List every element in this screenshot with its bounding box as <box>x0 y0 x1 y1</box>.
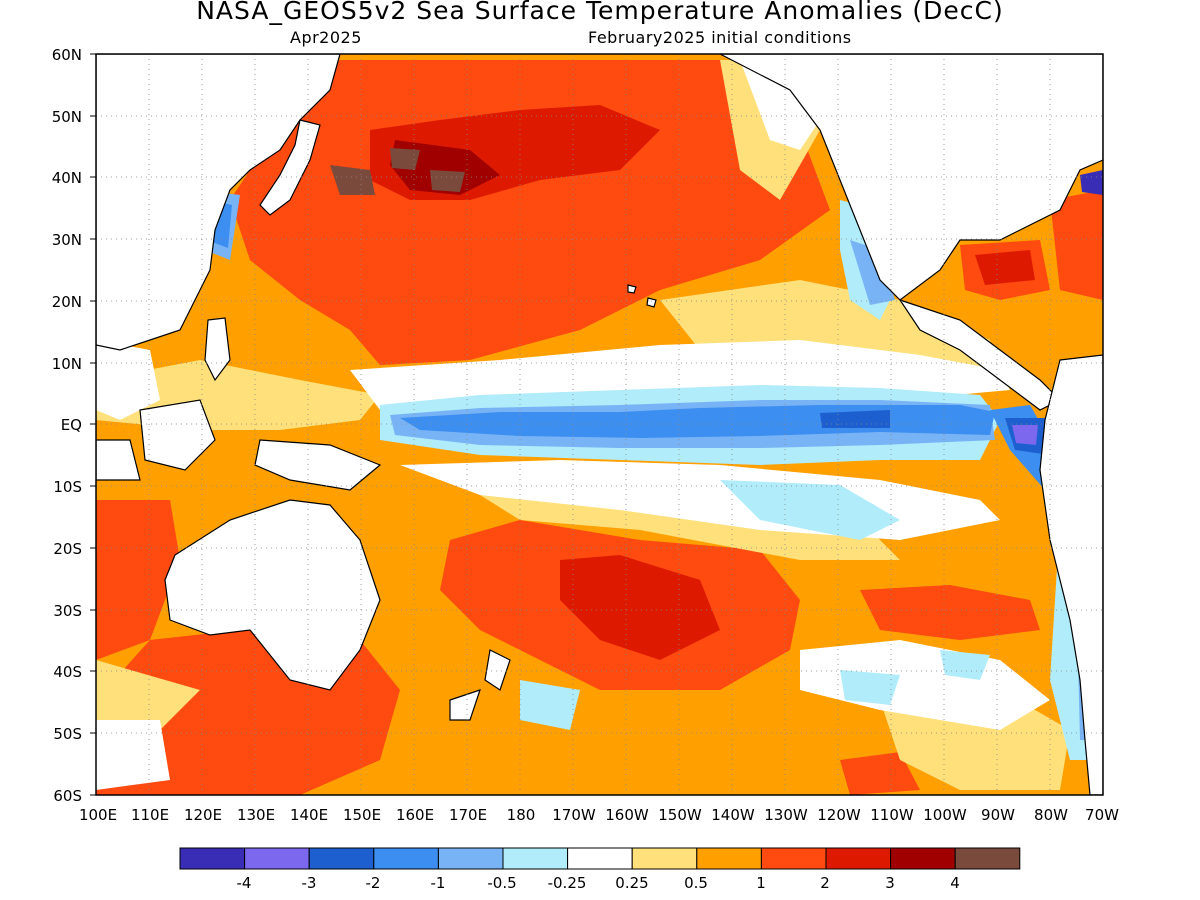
lat-tick-label: 50S <box>53 725 82 743</box>
map-title: NASA_GEOS5v2 Sea Surface Temperature Ano… <box>196 0 1004 25</box>
latitude-axis: 60N 50N 40N 30N 20N 10N EQ 10S 20S 30S 4… <box>52 46 96 805</box>
color-swatch <box>244 847 310 870</box>
lon-tick-label: 80W <box>1034 806 1068 824</box>
color-scale-legend: -4 -3 -2 -1 -0.5 -0.25 0.25 0.5 1 2 3 4 <box>179 847 1021 892</box>
lon-tick-label: 170E <box>449 806 487 824</box>
lon-tick-label: 110W <box>870 806 914 824</box>
lon-tick-label: 130E <box>237 806 275 824</box>
colorbar-label: 3 <box>885 874 895 892</box>
lat-tick-label: 20N <box>52 293 82 311</box>
lon-tick-label: 70W <box>1085 806 1119 824</box>
lat-tick-label: 10N <box>52 355 82 373</box>
lon-tick-label: 100E <box>79 806 117 824</box>
colorbar-label: 2 <box>820 874 830 892</box>
color-scale-swatches <box>179 847 1021 870</box>
lon-tick-label: 110E <box>131 806 169 824</box>
color-swatch <box>890 847 956 870</box>
lon-tick-label: 130W <box>764 806 808 824</box>
color-swatch <box>825 847 892 870</box>
color-swatch <box>696 847 762 870</box>
colorbar-label: -2 <box>366 874 381 892</box>
color-swatch <box>502 847 569 870</box>
lon-tick-label: 150W <box>658 806 702 824</box>
lat-tick-label: 30S <box>53 602 82 620</box>
lat-tick-label: 40N <box>52 169 82 187</box>
color-swatch <box>760 847 827 870</box>
lat-tick-label: EQ <box>61 416 82 434</box>
lat-tick-label: 40S <box>53 663 82 681</box>
colorbar-label: -1 <box>431 874 446 892</box>
colorbar-label: 0.25 <box>615 874 648 892</box>
lon-tick-label: 180 <box>507 806 536 824</box>
lon-tick-label: 140E <box>290 806 328 824</box>
colorbar-label: 1 <box>756 874 766 892</box>
colorbar-label: 0.5 <box>684 874 708 892</box>
colorbar-label: -0.25 <box>548 874 587 892</box>
longitude-axis: 100E 110E 120E 130E 140E 150E 160E 170E … <box>79 806 1119 824</box>
lon-tick-label: 100W <box>923 806 967 824</box>
color-swatch <box>437 847 504 870</box>
sst-anomaly-field <box>96 54 1103 795</box>
lon-tick-label: 90W <box>981 806 1015 824</box>
initial-conditions: February2025 initial conditions <box>588 28 852 47</box>
forecast-month: Apr2025 <box>290 28 362 47</box>
colorbar-label: -4 <box>237 874 252 892</box>
lon-tick-label: 170W <box>552 806 596 824</box>
color-swatch <box>567 847 633 870</box>
lat-tick-label: 60N <box>52 46 82 64</box>
lon-tick-label: 160W <box>605 806 649 824</box>
lat-tick-label: 20S <box>53 540 82 558</box>
graticule <box>96 54 1103 795</box>
lon-tick-label: 160E <box>396 806 434 824</box>
lat-tick-label: 30N <box>52 231 82 249</box>
lon-tick-label: 120W <box>817 806 861 824</box>
colorbar-label: -3 <box>302 874 317 892</box>
lon-tick-label: 150E <box>343 806 381 824</box>
lat-tick-label: 50N <box>52 108 82 126</box>
colorbar-label: -0.5 <box>487 874 516 892</box>
color-swatch <box>373 847 439 870</box>
color-swatch <box>179 847 246 870</box>
color-swatch <box>954 847 1021 870</box>
lon-tick-label: 140W <box>711 806 755 824</box>
lat-tick-label: 10S <box>53 478 82 496</box>
color-swatch <box>631 847 698 870</box>
colorbar-label: 4 <box>950 874 960 892</box>
lon-tick-label: 120E <box>184 806 222 824</box>
lat-tick-label: 60S <box>53 787 82 805</box>
color-swatch <box>308 847 375 870</box>
